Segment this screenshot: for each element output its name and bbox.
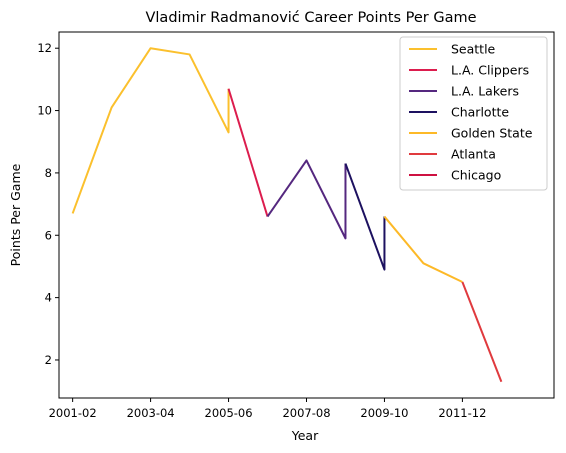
series-line-4	[383, 215, 463, 283]
y-tick-label: 8	[45, 166, 52, 180]
x-tick-label: 2007-08	[282, 406, 330, 420]
x-tick-label: 2003-04	[127, 406, 175, 420]
x-axis-label: Year	[291, 428, 319, 443]
legend-entry: L.A. Lakers	[451, 84, 519, 99]
legend: Seattle L.A. Clippers L.A. Lakers Charlotte…	[399, 36, 548, 191]
y-tick-label: 4	[45, 291, 52, 305]
plot-lines	[71, 47, 503, 383]
legend-entry: Golden State	[451, 126, 533, 141]
legend-entry: L.A. Clippers	[451, 63, 529, 78]
x-tick-label: 2001-02	[49, 406, 97, 420]
y-tick-label: 12	[37, 41, 52, 55]
series-line-1	[227, 88, 269, 217]
y-axis: 2 4 6 8 10 12	[37, 41, 59, 367]
x-tick-label: 2009-10	[360, 406, 408, 420]
legend-box	[399, 36, 548, 191]
x-axis: 2001-02 2003-04 2005-06 2007-08 2009-10 2011-…	[49, 398, 486, 420]
legend-entry: Charlotte	[451, 105, 509, 120]
x-tick-label: 2005-06	[205, 406, 253, 420]
series-line-0	[71, 47, 230, 214]
series-line-2	[266, 159, 347, 240]
legend-entry: Seattle	[451, 42, 496, 57]
y-tick-label: 6	[45, 228, 52, 242]
series-line-3	[344, 163, 386, 271]
legend-entry: Atlanta	[451, 147, 496, 162]
y-tick-label: 10	[37, 104, 52, 118]
chart-title: Vladimir Radmanović Career Points Per Ga…	[145, 10, 476, 26]
y-tick-label: 2	[45, 353, 52, 367]
series-line-5	[461, 281, 503, 383]
x-tick-label: 2011-12	[438, 406, 486, 420]
y-axis-label: Points Per Game	[8, 163, 23, 266]
legend-entry: Chicago	[451, 168, 501, 183]
